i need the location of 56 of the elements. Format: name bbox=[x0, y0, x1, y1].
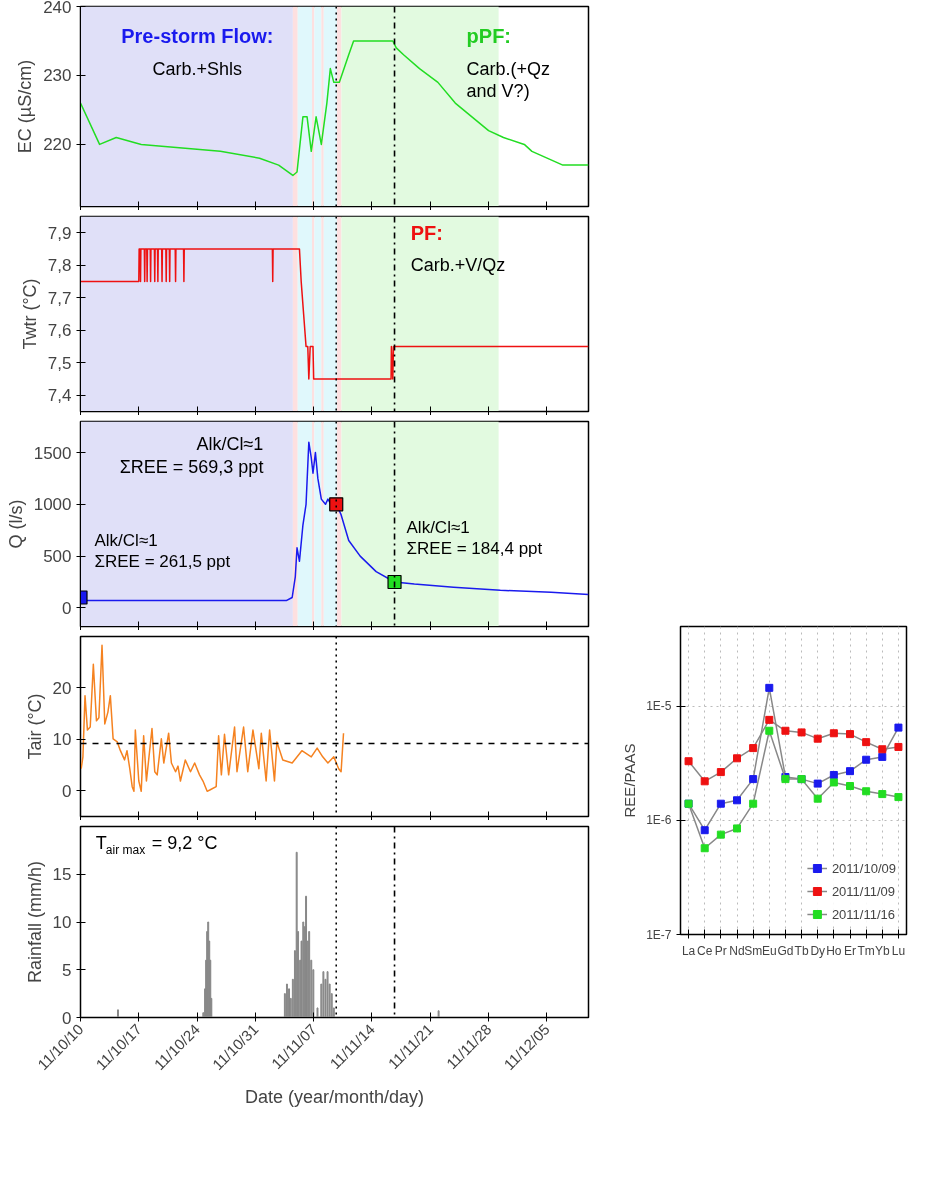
y-axis-title: Rainfall (mm/h) bbox=[24, 860, 45, 984]
legend-label: 2011/11/16 bbox=[831, 906, 896, 922]
annotation: Alk/Cl≈1 ΣREE = 184,4 ppt bbox=[406, 517, 543, 559]
y-tick-label: 240 bbox=[43, 0, 72, 17]
legend-label: 2011/11/09 bbox=[831, 883, 896, 899]
annotation: Alk/Cl≈1 ΣREE = 261,5 ppt bbox=[94, 530, 231, 571]
y-tick-label: 1E-6 bbox=[646, 813, 672, 828]
annotation: Alk/Cl≈1 ΣREE = 569,3 ppt bbox=[119, 434, 264, 477]
y-tick-label: 1E-7 bbox=[646, 927, 672, 942]
y-tick-label: 15 bbox=[52, 865, 72, 885]
y-tick-label: 0 bbox=[62, 598, 72, 618]
x-tick-label: Eu bbox=[761, 943, 777, 958]
y-axis-title: EC (µS/cm) bbox=[15, 59, 36, 154]
y-axis-title: REE/PAAS bbox=[621, 743, 639, 818]
x-tick-label: Dy bbox=[810, 943, 826, 958]
x-tick-label: Pr bbox=[714, 943, 727, 958]
x-tick-label: Nd bbox=[729, 943, 745, 958]
y-tick-label: 220 bbox=[43, 135, 72, 155]
annotation: Pre-storm Flow: bbox=[121, 24, 274, 47]
y-tick-label: 230 bbox=[43, 66, 72, 86]
y-tick-label: 7,8 bbox=[47, 256, 72, 276]
y-tick-label: 7,4 bbox=[47, 386, 72, 406]
x-tick-label: Er bbox=[844, 943, 856, 958]
y-tick-label: 0 bbox=[62, 781, 72, 801]
y-tick-label: 7,9 bbox=[47, 223, 72, 243]
x-tick-label: Tb bbox=[794, 943, 809, 958]
y-tick-label: 7,7 bbox=[47, 288, 72, 308]
annotation: pPF: bbox=[466, 24, 512, 47]
x-tick-label: Lu bbox=[891, 943, 906, 958]
x-tick-label: Ce bbox=[697, 943, 713, 958]
x-tick-label: Sm bbox=[744, 943, 763, 958]
y-tick-label: 10 bbox=[52, 730, 72, 750]
x-axis-title: Date (year/month/day) bbox=[244, 1087, 425, 1108]
annotation: PF: bbox=[410, 221, 443, 244]
y-tick-label: 1500 bbox=[33, 443, 72, 463]
x-tick-label: Tm bbox=[857, 943, 875, 958]
y-tick-label: 1E-5 bbox=[646, 699, 672, 714]
annotation: Carb.(+Qz and V?) bbox=[466, 58, 551, 101]
y-axis-title: Q (l/s) bbox=[5, 499, 26, 549]
y-tick-label: 10 bbox=[52, 913, 72, 932]
y-tick-label: 0 bbox=[62, 1008, 72, 1028]
x-tick-label: La bbox=[681, 943, 696, 958]
annotation: Carb.+V/Qz bbox=[410, 255, 506, 275]
x-tick-label: Yb bbox=[874, 943, 890, 958]
annotation: Carb.+Shls bbox=[152, 58, 243, 79]
x-tick-label: Gd bbox=[777, 943, 794, 958]
y-tick-label: 20 bbox=[52, 678, 72, 698]
legend-label: 2011/10/09 bbox=[831, 860, 896, 876]
y-axis-title: Twtr (°C) bbox=[19, 278, 40, 350]
y-tick-label: 500 bbox=[43, 547, 72, 567]
y-tick-label: 7,5 bbox=[47, 353, 72, 373]
x-tick-label: Ho bbox=[826, 943, 842, 958]
y-axis-title: Tair (°C) bbox=[24, 693, 45, 760]
y-tick-label: 1000 bbox=[33, 495, 72, 515]
y-tick-label: 7,6 bbox=[47, 321, 72, 341]
y-tick-label: 5 bbox=[62, 960, 72, 980]
